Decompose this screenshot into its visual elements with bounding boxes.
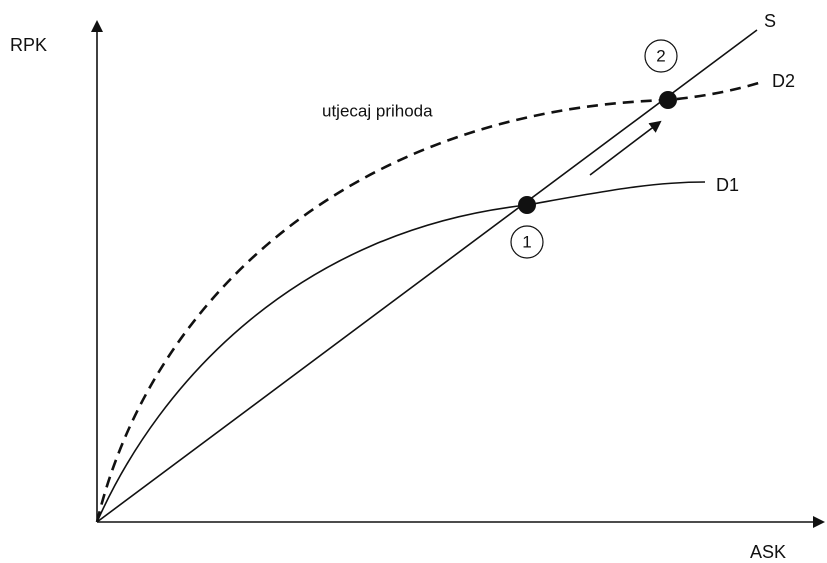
- y-label: RPK: [10, 35, 47, 55]
- point-1: [518, 196, 536, 214]
- d1-curve: [96, 181, 706, 523]
- annotation: utjecaj prihoda: [322, 101, 433, 120]
- x-label: ASK: [750, 542, 786, 562]
- point-2: [659, 91, 677, 109]
- point-1-label: 1: [522, 232, 531, 251]
- shift-arrow: [589, 120, 662, 176]
- d2-label: D2: [772, 71, 795, 91]
- d2-curve: [95, 80, 763, 523]
- point-1-circle: [510, 225, 544, 259]
- d1-label: D1: [716, 175, 739, 195]
- s-label: S: [764, 11, 776, 31]
- point-2-circle: [644, 39, 678, 73]
- point-2-label: 2: [656, 46, 665, 65]
- s-line: [96, 29, 758, 523]
